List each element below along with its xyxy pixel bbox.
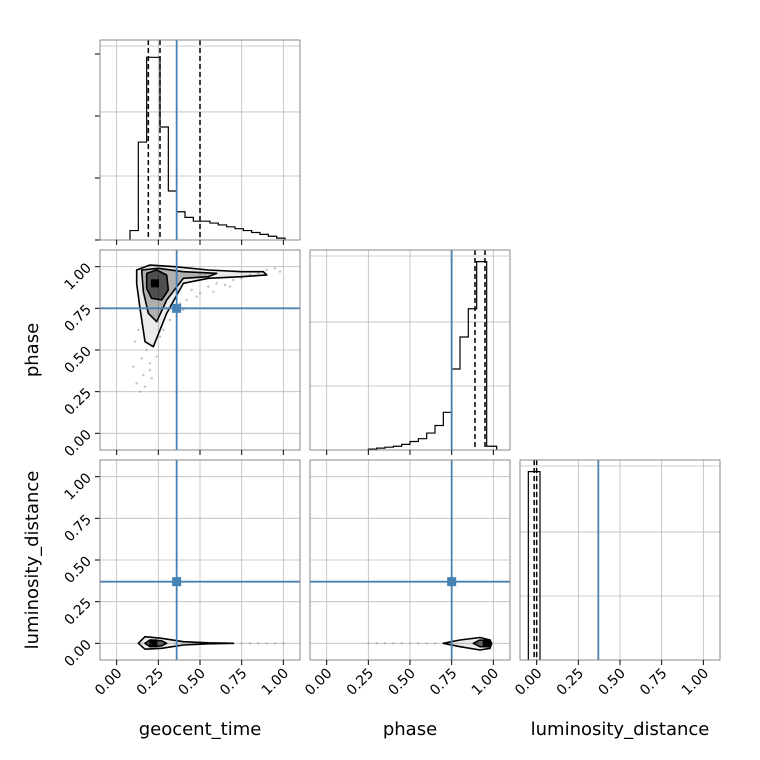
ytick-label-3: 0.75 bbox=[61, 302, 94, 335]
ytick-label-2: 0.50 bbox=[61, 344, 94, 377]
sample-point-17 bbox=[207, 285, 210, 288]
panel-phase-vs-phase bbox=[309, 249, 511, 455]
sample-point-8 bbox=[155, 355, 158, 358]
sample-point-19 bbox=[223, 283, 227, 287]
panel-luminosity_distance-vs-phase: 0.00 0.25 0.50 0.75 1.00 bbox=[302, 459, 511, 699]
ytick-label-3: 0.75 bbox=[61, 512, 94, 545]
histogram-geocent_time bbox=[129, 56, 286, 240]
sample-point-2 bbox=[138, 390, 142, 393]
ytick-label-1: 0.25 bbox=[61, 595, 94, 628]
truth-marker bbox=[172, 303, 182, 313]
ytick-label-0: 0.00 bbox=[61, 637, 94, 670]
histogram-phase bbox=[367, 261, 498, 450]
panels: 0.000.250.500.751.000.000.250.500.751.00… bbox=[61, 39, 721, 699]
contour-outer bbox=[135, 264, 268, 348]
xtick-label-4: 1.00 bbox=[259, 666, 292, 699]
xtick-label-2: 0.50 bbox=[385, 666, 418, 699]
sample-point-6 bbox=[417, 642, 420, 645]
ytick-label-4: 1.00 bbox=[61, 260, 94, 293]
sample-point-15 bbox=[190, 288, 193, 292]
sample-point-34 bbox=[148, 368, 152, 372]
sample-point-6 bbox=[148, 362, 152, 365]
xtick-label-1: 0.25 bbox=[344, 666, 377, 699]
panel-phase-vs-geocent_time: 0.00 0.25 0.50 0.75 1.00 bbox=[61, 249, 301, 460]
sample-point-6 bbox=[282, 642, 285, 645]
panel-luminosity_distance-vs-geocent_time: 0.000.250.500.751.000.00 0.25 0.50 0.75 1.00 bbox=[61, 459, 301, 699]
sample-point-1 bbox=[375, 642, 378, 645]
sample-point-26 bbox=[278, 270, 282, 273]
sample-point-7 bbox=[150, 377, 153, 380]
sample-point-23 bbox=[257, 272, 260, 275]
sample-point-9 bbox=[158, 335, 162, 338]
truth-marker bbox=[172, 577, 182, 587]
panel-luminosity_distance-vs-luminosity_distance: 0.00 0.25 0.50 0.75 1.00 bbox=[512, 459, 721, 699]
sample-point-1 bbox=[240, 642, 243, 645]
mode-marker bbox=[151, 279, 159, 288]
ytick-label-2: 0.50 bbox=[61, 554, 94, 587]
sample-point-33 bbox=[137, 328, 140, 332]
sample-point-30 bbox=[228, 285, 232, 288]
sample-point-3 bbox=[257, 642, 260, 645]
sample-point-14 bbox=[185, 298, 188, 302]
sample-point-29 bbox=[212, 290, 215, 293]
xtick-label-3: 0.75 bbox=[637, 666, 670, 699]
xtick-label-4: 1.00 bbox=[679, 666, 712, 699]
sample-point-32 bbox=[133, 340, 137, 343]
ytick-label-4: 1.00 bbox=[61, 470, 94, 503]
xtick-label-2: 0.50 bbox=[175, 666, 208, 699]
ylabel-phase: phase bbox=[22, 323, 43, 377]
panel-geocent_time-vs-geocent_time bbox=[95, 39, 301, 245]
sample-point-4 bbox=[400, 642, 403, 645]
sample-point-3 bbox=[392, 642, 395, 645]
sample-point-27 bbox=[182, 308, 185, 312]
xtick-label-0: 0.00 bbox=[512, 666, 545, 699]
sample-point-4 bbox=[265, 642, 268, 645]
xlabel-geocent-time: geocent_time bbox=[139, 719, 262, 740]
xlabel-phase: phase bbox=[383, 719, 437, 740]
xtick-label-4: 1.00 bbox=[469, 666, 502, 699]
xtick-label-0: 0.00 bbox=[302, 666, 335, 699]
sample-point-7 bbox=[425, 642, 428, 645]
xtick-label-2: 0.50 bbox=[595, 666, 628, 699]
sample-point-25 bbox=[273, 267, 277, 270]
xtick-label-3: 0.75 bbox=[427, 666, 460, 699]
xtick-label-0: 0.00 bbox=[92, 666, 125, 699]
ytick-label-0: 0.00 bbox=[61, 427, 94, 460]
sample-point-8 bbox=[433, 642, 437, 645]
sample-point-5 bbox=[408, 642, 412, 645]
sample-point-5 bbox=[145, 348, 148, 352]
mode-marker bbox=[149, 639, 158, 648]
sample-point-5 bbox=[273, 642, 277, 645]
sample-point-24 bbox=[265, 268, 268, 272]
sample-point-4 bbox=[142, 373, 145, 377]
ylabel-luminosity-distance: luminosity_distance bbox=[22, 471, 43, 650]
sample-point-1 bbox=[135, 382, 138, 385]
sample-point-28 bbox=[195, 295, 198, 298]
sample-point-2 bbox=[383, 642, 387, 645]
truth-marker bbox=[447, 577, 457, 587]
mode-marker bbox=[482, 639, 491, 648]
sample-point-2 bbox=[248, 642, 252, 645]
sample-point-18 bbox=[215, 282, 218, 285]
sample-point-16 bbox=[198, 292, 202, 295]
xtick-label-1: 0.25 bbox=[134, 666, 167, 699]
sample-point-0 bbox=[132, 365, 135, 368]
sample-point-3 bbox=[140, 357, 143, 360]
sample-point-10 bbox=[162, 328, 165, 332]
sample-point-35 bbox=[143, 385, 147, 388]
sample-point-11 bbox=[168, 318, 172, 322]
ytick-label-1: 0.25 bbox=[61, 385, 94, 418]
xtick-label-3: 0.75 bbox=[217, 666, 250, 699]
xlabel-luminosity-distance: luminosity_distance bbox=[531, 719, 710, 740]
sample-point-20 bbox=[232, 278, 235, 282]
sample-point-21 bbox=[240, 277, 243, 280]
xtick-label-1: 0.25 bbox=[554, 666, 587, 699]
sample-point-0 bbox=[367, 642, 370, 645]
